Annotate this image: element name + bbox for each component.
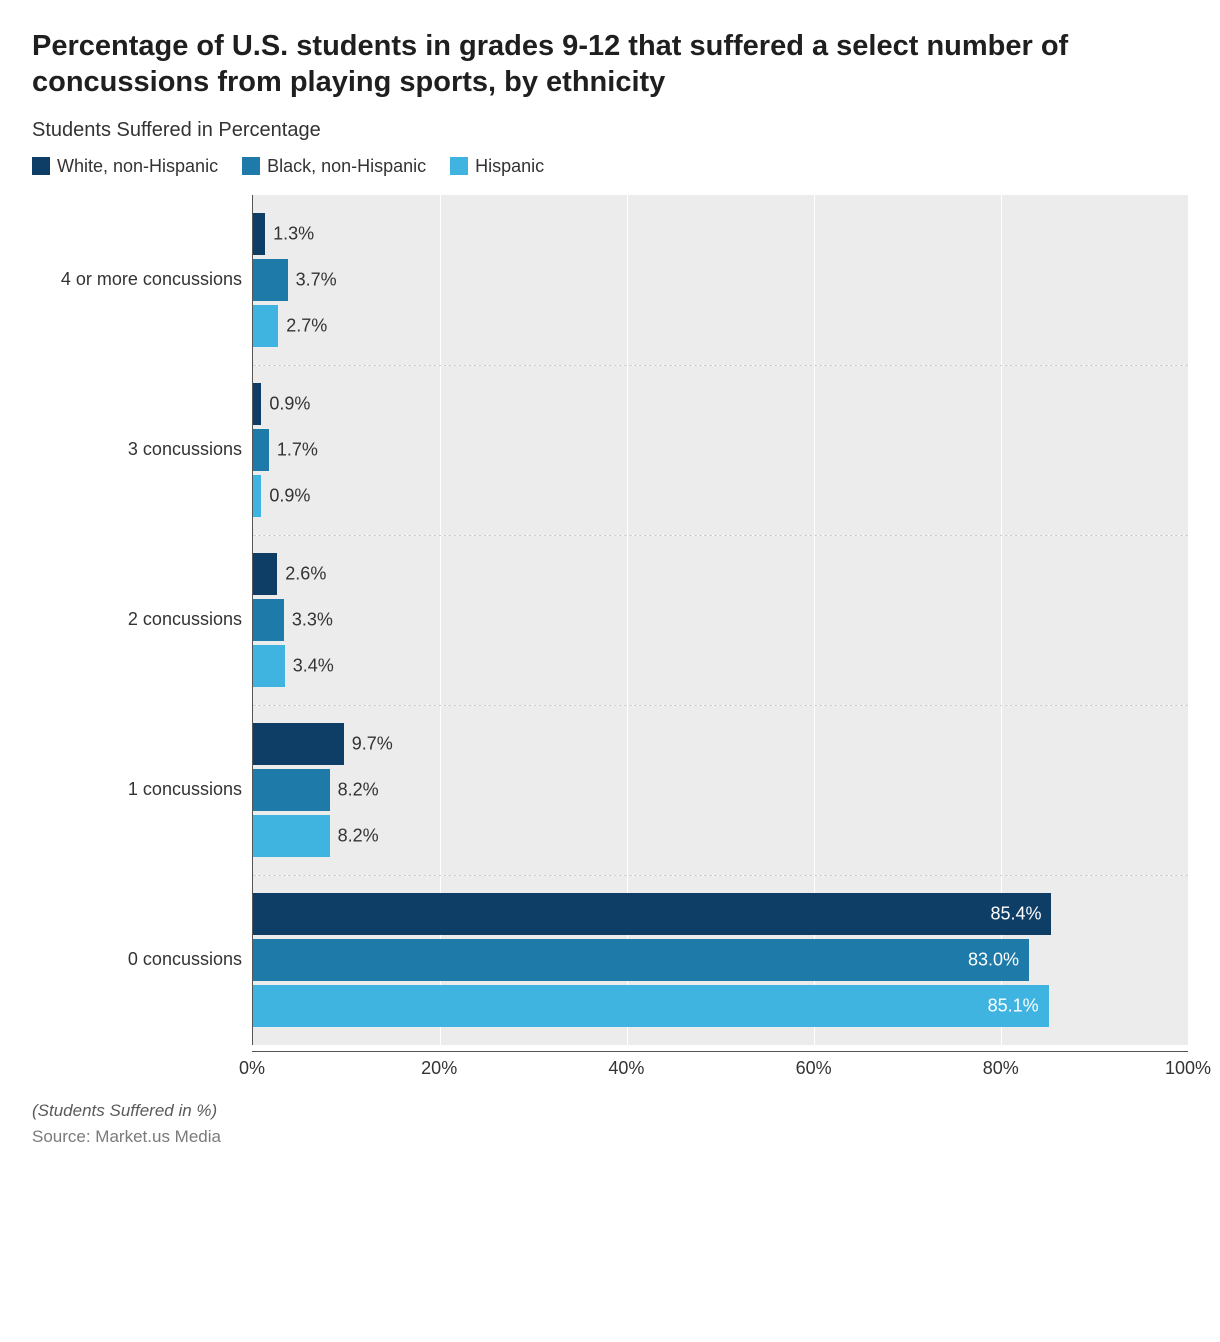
bar-value-label: 1.7% xyxy=(277,440,318,461)
bar-value-label: 3.7% xyxy=(296,269,337,290)
bar-group: 9.7%8.2%8.2% xyxy=(253,706,1188,875)
bar-group: 1.3% 3.7% 2.7% xyxy=(253,195,1188,365)
footnote: (Students Suffered in %) xyxy=(32,1101,1188,1121)
bar-group: 85.4% 83.0% 85.1% xyxy=(253,876,1188,1045)
plot-area: 1.3%3.7%2.7%0.9%1.7%0.9%2.6%3.3%3.4%9.7%… xyxy=(252,195,1188,1045)
rows: 1.3%3.7%2.7%0.9%1.7%0.9%2.6%3.3%3.4%9.7%… xyxy=(253,195,1188,1045)
chart-row: 0.9%1.7%0.9% xyxy=(253,365,1188,535)
legend-label: White, non-Hispanic xyxy=(57,156,218,177)
legend-item-white: White, non-Hispanic xyxy=(32,156,218,177)
bar-black: 3.3% xyxy=(253,599,284,641)
source: Source: Market.us Media xyxy=(32,1127,1188,1147)
legend-item-black: Black, non-Hispanic xyxy=(242,156,426,177)
bar-white: 1.3% xyxy=(253,213,265,255)
legend-swatch xyxy=(32,157,50,175)
chart-row: 9.7%8.2%8.2% xyxy=(253,705,1188,875)
chart-row: 85.4% 83.0% 85.1% xyxy=(253,875,1188,1045)
bar-value-label: 8.2% xyxy=(338,826,379,847)
plot-inner: 1.3%3.7%2.7%0.9%1.7%0.9%2.6%3.3%3.4%9.7%… xyxy=(253,195,1188,1045)
bar-white: 0.9% xyxy=(253,383,261,425)
bar-hispanic: 85.1% xyxy=(253,985,1049,1027)
chart-row: 1.3% 3.7% 2.7% xyxy=(253,195,1188,365)
bar-group: 2.6%3.3%3.4% xyxy=(253,536,1188,705)
chart-subtitle: Students Suffered in Percentage xyxy=(32,119,1188,142)
bar-hispanic: 8.2% xyxy=(253,815,330,857)
chart-title: Percentage of U.S. students in grades 9-… xyxy=(32,28,1188,101)
bar-value-label: 8.2% xyxy=(338,780,379,801)
y-axis-label: 1 concussions xyxy=(32,705,252,875)
bar-value-label: 0.9% xyxy=(269,486,310,507)
legend-label: Black, non-Hispanic xyxy=(267,156,426,177)
bar-value-label: 85.4% xyxy=(990,904,1041,925)
y-axis-labels: 4 or more concussions3 concussions2 conc… xyxy=(32,195,252,1045)
chart-row: 2.6%3.3%3.4% xyxy=(253,535,1188,705)
bar-value-label: 2.7% xyxy=(286,315,327,336)
x-axis-ticks: 0%20%40%60%80%100% xyxy=(252,1051,1188,1079)
bar-value-label: 9.7% xyxy=(352,734,393,755)
legend-label: Hispanic xyxy=(475,156,544,177)
bar-value-label: 2.6% xyxy=(285,564,326,585)
legend-swatch xyxy=(450,157,468,175)
bar-black: 8.2% xyxy=(253,769,330,811)
bar-black: 1.7% xyxy=(253,429,269,471)
bar-white: 85.4% xyxy=(253,893,1051,935)
bar-black: 83.0% xyxy=(253,939,1029,981)
x-axis: 0%20%40%60%80%100% xyxy=(32,1051,1188,1079)
chart-footer: (Students Suffered in %) Source: Market.… xyxy=(32,1101,1188,1147)
x-axis-tick: 20% xyxy=(421,1058,457,1079)
bar-hispanic: 3.4% xyxy=(253,645,285,687)
x-axis-tick: 80% xyxy=(983,1058,1019,1079)
y-axis-label: 0 concussions xyxy=(32,875,252,1045)
y-axis-label: 2 concussions xyxy=(32,535,252,705)
bar-white: 2.6% xyxy=(253,553,277,595)
bar-hispanic: 0.9% xyxy=(253,475,261,517)
bar-value-label: 83.0% xyxy=(968,950,1019,971)
bar-group: 0.9%1.7%0.9% xyxy=(253,366,1188,535)
legend-item-hispanic: Hispanic xyxy=(450,156,544,177)
x-axis-tick: 0% xyxy=(239,1058,265,1079)
y-axis-label: 4 or more concussions xyxy=(32,195,252,365)
bar-value-label: 1.3% xyxy=(273,223,314,244)
y-axis-label: 3 concussions xyxy=(32,365,252,535)
bar-value-label: 3.4% xyxy=(293,656,334,677)
chart-container: Percentage of U.S. students in grades 9-… xyxy=(0,0,1220,1171)
legend-swatch xyxy=(242,157,260,175)
x-axis-tick: 40% xyxy=(608,1058,644,1079)
bar-value-label: 0.9% xyxy=(269,394,310,415)
x-axis-tick: 60% xyxy=(796,1058,832,1079)
bar-black: 3.7% xyxy=(253,259,288,301)
bar-value-label: 85.1% xyxy=(988,996,1039,1017)
bar-value-label: 3.3% xyxy=(292,610,333,631)
bar-white: 9.7% xyxy=(253,723,344,765)
chart-plot-wrap: 4 or more concussions3 concussions2 conc… xyxy=(32,195,1188,1045)
x-axis-tick: 100% xyxy=(1165,1058,1211,1079)
bar-hispanic: 2.7% xyxy=(253,305,278,347)
legend: White, non-Hispanic Black, non-Hispanic Hi… xyxy=(32,156,1188,177)
